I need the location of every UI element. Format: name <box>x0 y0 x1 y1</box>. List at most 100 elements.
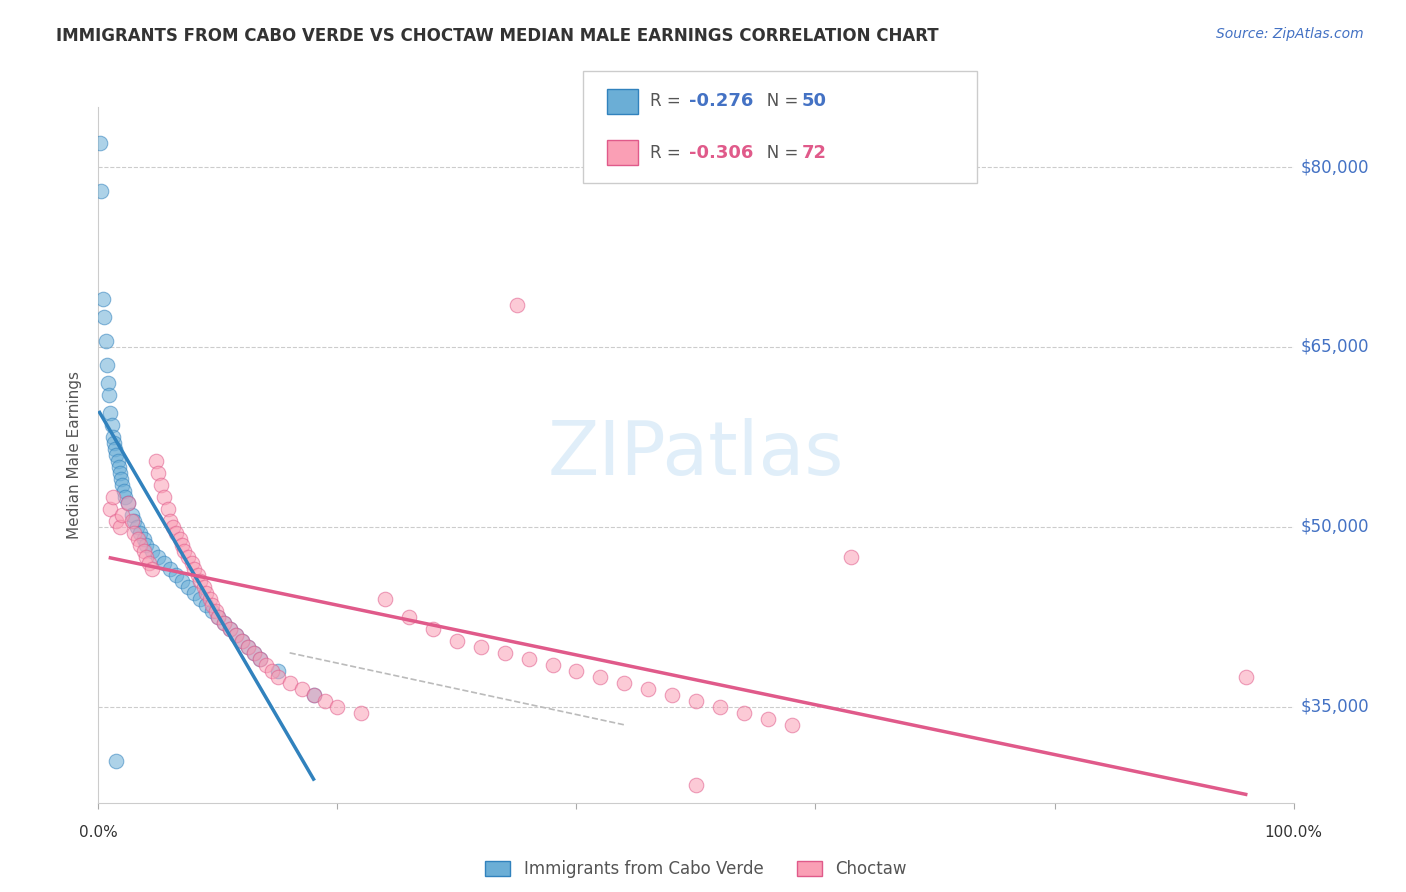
Point <box>207 610 229 624</box>
Point <box>709 699 731 714</box>
Point <box>422 622 444 636</box>
Point <box>153 556 176 570</box>
Point <box>494 646 516 660</box>
Point <box>135 549 157 564</box>
Point <box>125 520 148 534</box>
Point <box>108 520 131 534</box>
Text: R =: R = <box>650 144 686 161</box>
Point <box>89 136 111 150</box>
Text: -0.306: -0.306 <box>689 144 754 161</box>
Point <box>1234 670 1257 684</box>
Point <box>302 688 325 702</box>
Point <box>470 640 492 654</box>
Point <box>165 525 187 540</box>
Point <box>172 574 194 588</box>
Text: 72: 72 <box>801 144 827 161</box>
Text: 0.0%: 0.0% <box>79 825 118 840</box>
Point <box>193 580 215 594</box>
Point <box>101 490 124 504</box>
Point <box>135 538 157 552</box>
Point <box>198 591 221 606</box>
Point <box>780 718 803 732</box>
Point <box>90 184 112 198</box>
Point <box>613 676 636 690</box>
Point <box>188 574 211 588</box>
Point <box>153 490 176 504</box>
Point <box>114 490 136 504</box>
Point <box>565 664 588 678</box>
Text: Source: ZipAtlas.com: Source: ZipAtlas.com <box>1216 27 1364 41</box>
Point <box>177 549 200 564</box>
Point <box>121 508 143 522</box>
Point <box>129 538 152 552</box>
Point <box>541 657 564 672</box>
Point <box>183 562 205 576</box>
Text: IMMIGRANTS FROM CABO VERDE VS CHOCTAW MEDIAN MALE EARNINGS CORRELATION CHART: IMMIGRANTS FROM CABO VERDE VS CHOCTAW ME… <box>56 27 939 45</box>
Point <box>91 292 114 306</box>
Point <box>183 586 205 600</box>
Point <box>188 591 211 606</box>
Point <box>204 604 226 618</box>
Point <box>141 544 163 558</box>
Point <box>145 454 167 468</box>
Point <box>231 633 253 648</box>
Point <box>446 633 468 648</box>
Point <box>110 472 132 486</box>
Point <box>267 670 290 684</box>
Point <box>207 610 229 624</box>
Point <box>104 442 127 456</box>
Text: $35,000: $35,000 <box>1301 698 1369 716</box>
Point <box>98 388 121 402</box>
Point <box>219 622 242 636</box>
Point <box>96 358 118 372</box>
Text: $65,000: $65,000 <box>1301 338 1369 356</box>
Point <box>398 610 420 624</box>
Point <box>661 688 683 702</box>
Point <box>177 580 200 594</box>
Point <box>350 706 373 720</box>
Point <box>98 502 122 516</box>
Point <box>249 652 271 666</box>
Text: 50: 50 <box>801 93 827 111</box>
Point <box>180 556 202 570</box>
Point <box>149 478 172 492</box>
Point <box>201 598 224 612</box>
Point <box>374 591 396 606</box>
Point <box>517 652 540 666</box>
Point <box>302 688 325 702</box>
Point <box>117 496 139 510</box>
Point <box>132 544 155 558</box>
Point <box>506 298 529 312</box>
Point <box>101 430 124 444</box>
Point <box>107 459 129 474</box>
Point <box>194 598 217 612</box>
Point <box>839 549 862 564</box>
Point <box>315 694 337 708</box>
Point <box>105 514 128 528</box>
Point <box>124 514 146 528</box>
Text: $80,000: $80,000 <box>1301 158 1369 176</box>
Point <box>236 640 259 654</box>
Text: -0.276: -0.276 <box>689 93 754 111</box>
Point <box>225 628 247 642</box>
Text: ZIPatlas: ZIPatlas <box>548 418 844 491</box>
Point <box>733 706 755 720</box>
Point <box>169 532 191 546</box>
Legend: Immigrants from Cabo Verde, Choctaw: Immigrants from Cabo Verde, Choctaw <box>478 854 914 885</box>
Point <box>260 664 283 678</box>
Point <box>98 406 122 420</box>
Point <box>194 586 217 600</box>
Point <box>231 633 253 648</box>
Point <box>187 567 209 582</box>
Point <box>111 478 134 492</box>
Point <box>117 496 139 510</box>
Point <box>685 778 707 792</box>
Point <box>172 538 194 552</box>
Point <box>94 334 117 348</box>
Point <box>212 615 235 630</box>
Point <box>589 670 612 684</box>
Point <box>201 604 224 618</box>
Point <box>127 532 149 546</box>
Point <box>105 754 128 768</box>
Point <box>249 652 271 666</box>
